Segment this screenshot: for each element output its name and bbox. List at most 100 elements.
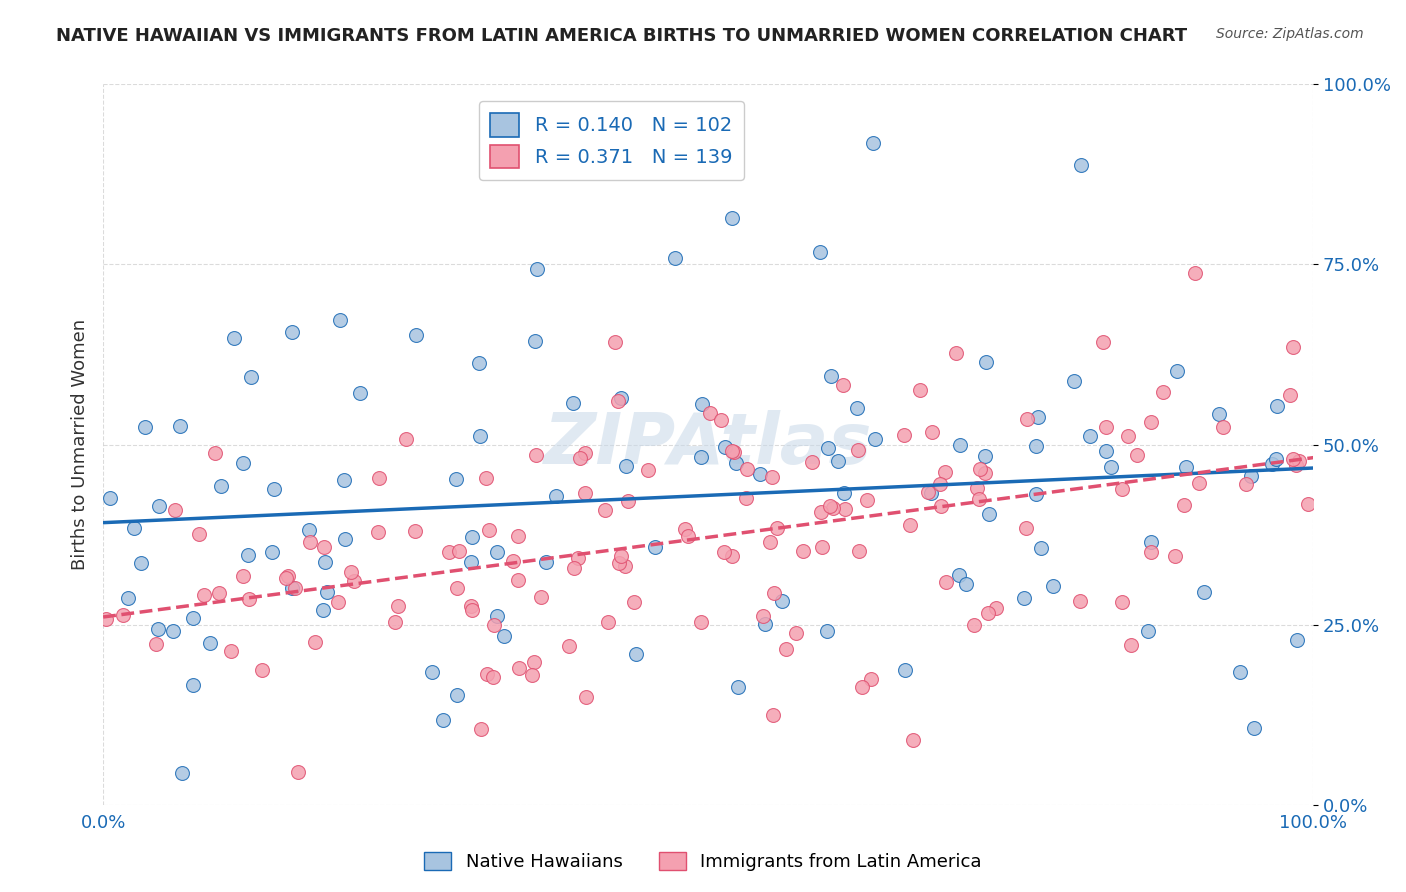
- Point: [169, 418, 191, 433]
- Point: [848, 544, 870, 558]
- Point: [523, 334, 546, 348]
- Point: [1140, 535, 1163, 549]
- Point: [1265, 399, 1288, 413]
- Point: [935, 575, 957, 590]
- Point: [395, 432, 418, 446]
- Point: [832, 485, 855, 500]
- Point: [920, 486, 942, 500]
- Point: [145, 637, 167, 651]
- Point: [165, 502, 187, 516]
- Point: [917, 485, 939, 500]
- Point: [1031, 541, 1053, 555]
- Point: [967, 492, 990, 507]
- Point: [894, 663, 917, 677]
- Point: [200, 636, 222, 650]
- Point: [977, 606, 1000, 620]
- Point: [183, 678, 205, 692]
- Point: [1212, 420, 1234, 434]
- Point: [1260, 457, 1282, 471]
- Point: [281, 581, 304, 595]
- Point: [676, 529, 699, 543]
- Point: [1025, 439, 1047, 453]
- Point: [762, 708, 785, 723]
- Point: [250, 664, 273, 678]
- Point: [387, 599, 409, 614]
- Point: [721, 444, 744, 458]
- Point: [312, 540, 335, 554]
- Point: [492, 629, 515, 643]
- Point: [1092, 334, 1115, 349]
- Point: [1012, 591, 1035, 606]
- Point: [748, 467, 770, 481]
- Point: [439, 544, 461, 558]
- Point: [98, 491, 121, 506]
- Point: [637, 463, 659, 477]
- Point: [1243, 721, 1265, 735]
- Point: [766, 521, 789, 535]
- Point: [613, 559, 636, 574]
- Point: [569, 450, 592, 465]
- Point: [526, 262, 548, 277]
- Point: [204, 446, 226, 460]
- Point: [607, 556, 630, 570]
- Point: [1282, 339, 1305, 353]
- Point: [461, 602, 484, 616]
- Point: [1175, 460, 1198, 475]
- Point: [644, 540, 666, 554]
- Point: [485, 609, 508, 624]
- Point: [447, 544, 470, 558]
- Point: [808, 245, 831, 260]
- Point: [855, 492, 877, 507]
- Point: [328, 595, 350, 609]
- Point: [723, 445, 745, 459]
- Point: [751, 608, 773, 623]
- Point: [506, 529, 529, 543]
- Point: [299, 535, 322, 549]
- Point: [1192, 585, 1215, 599]
- Point: [945, 345, 967, 359]
- Point: [1095, 420, 1118, 434]
- Point: [304, 634, 326, 648]
- Point: [574, 445, 596, 459]
- Point: [596, 615, 619, 629]
- Point: [134, 420, 156, 434]
- Point: [761, 470, 783, 484]
- Point: [792, 543, 814, 558]
- Point: [721, 211, 744, 225]
- Point: [221, 644, 243, 658]
- Point: [934, 465, 956, 479]
- Point: [239, 369, 262, 384]
- Point: [96, 612, 118, 626]
- Point: [277, 569, 299, 583]
- Point: [481, 670, 503, 684]
- Point: [274, 571, 297, 585]
- Point: [404, 524, 426, 539]
- Point: [284, 582, 307, 596]
- Point: [122, 520, 145, 534]
- Point: [810, 505, 832, 519]
- Point: [460, 556, 482, 570]
- Point: [315, 585, 337, 599]
- Point: [929, 500, 952, 514]
- Point: [673, 522, 696, 536]
- Point: [485, 545, 508, 559]
- Point: [405, 327, 427, 342]
- Point: [775, 642, 797, 657]
- Point: [460, 599, 482, 613]
- Point: [1288, 454, 1310, 468]
- Point: [263, 482, 285, 496]
- Point: [955, 577, 977, 591]
- Point: [332, 474, 354, 488]
- Point: [475, 667, 498, 681]
- Point: [1017, 411, 1039, 425]
- Point: [1111, 482, 1133, 496]
- Point: [1136, 624, 1159, 638]
- Point: [966, 481, 988, 495]
- Point: [1042, 579, 1064, 593]
- Point: [1152, 384, 1174, 399]
- Point: [735, 491, 758, 505]
- Point: [1286, 632, 1309, 647]
- Point: [609, 392, 631, 406]
- Point: [949, 438, 972, 452]
- Point: [1116, 429, 1139, 443]
